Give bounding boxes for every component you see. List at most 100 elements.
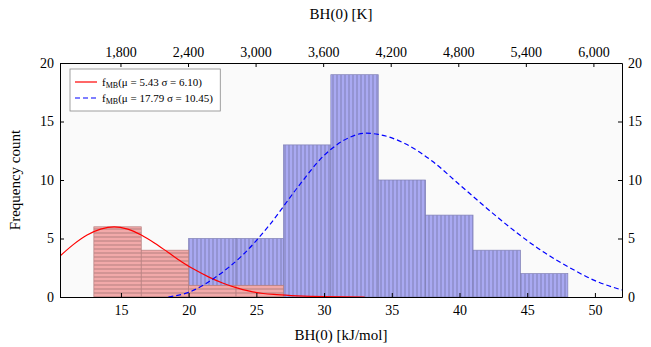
histogram-bar <box>189 285 236 297</box>
tick: 5 <box>47 231 64 246</box>
tick-label: 15 <box>114 303 128 318</box>
tick-mark <box>324 293 325 297</box>
tick-label: 0 <box>628 290 635 305</box>
x2-axis: 1,800 2,400 3,000 3,600 4,200 4,800 5,400 6,000 <box>61 45 623 67</box>
tick: 5,400 <box>511 45 543 67</box>
tick-mark <box>618 297 622 298</box>
tick-label: 5 <box>47 231 54 246</box>
axis-line <box>61 63 623 64</box>
tick: 10 <box>40 173 64 188</box>
tick: 20 <box>40 56 64 71</box>
histogram-bar <box>473 250 520 297</box>
histogram-bar <box>236 285 283 297</box>
x2-axis-title: BH(0) [K] <box>310 6 373 23</box>
tick: 15 <box>40 114 64 129</box>
legend: fMB(μ = 5.43 σ = 6.10) fMB(μ = 17.79 σ = … <box>70 69 220 111</box>
tick: 20 <box>618 56 642 71</box>
tick-label: 15 <box>628 114 642 129</box>
tick-label: 3,000 <box>240 45 272 60</box>
tick-label: 10 <box>40 173 54 188</box>
axis-line <box>622 64 623 298</box>
tick-label: 5 <box>628 231 635 246</box>
tick-mark <box>618 63 622 64</box>
tick-label: 50 <box>588 303 602 318</box>
tick-label: 2,400 <box>173 45 205 60</box>
tick: 15 <box>114 293 128 318</box>
tick-label: 40 <box>453 303 467 318</box>
tick-mark <box>120 63 121 67</box>
tick: 2,400 <box>173 45 205 67</box>
histogram-bar <box>331 75 378 297</box>
tick-label: 30 <box>318 303 332 318</box>
tick: 20 <box>182 293 196 318</box>
tick-mark <box>392 293 393 297</box>
tick: 3,600 <box>308 45 340 67</box>
tick: 25 <box>250 293 264 318</box>
tick-mark <box>256 63 257 67</box>
legend-swatch <box>75 97 97 98</box>
tick: 5 <box>618 231 635 246</box>
tick-mark <box>618 239 622 240</box>
tick-label: 15 <box>40 114 54 129</box>
fit-curve <box>168 133 622 297</box>
tick-label: 1,800 <box>105 45 137 60</box>
tick: 40 <box>453 293 467 318</box>
plot-background <box>60 63 622 297</box>
tick-mark <box>60 122 64 123</box>
tick: 4,200 <box>375 45 407 67</box>
tick-mark <box>256 293 257 297</box>
x-axis-title: BH(0) [kJ/mol] <box>295 327 388 344</box>
tick: 4,800 <box>443 45 475 67</box>
tick-mark <box>121 293 122 297</box>
legend-label: fMB(μ = 17.79 σ = 10.45) <box>102 92 213 106</box>
y-axis: 0 5 10 15 20 <box>40 56 64 305</box>
tick-mark <box>527 293 528 297</box>
tick-label: 3,600 <box>308 45 340 60</box>
tick-mark <box>323 63 324 67</box>
tick-label: 5,400 <box>511 45 543 60</box>
tick-mark <box>526 63 527 67</box>
tick: 1,800 <box>105 45 137 67</box>
tick-mark <box>595 293 596 297</box>
tick-mark <box>458 63 459 67</box>
tick-label: 20 <box>40 56 54 71</box>
histogram-bar <box>520 274 567 297</box>
legend-swatch <box>75 81 97 82</box>
legend-label: fMB(μ = 5.43 σ = 6.10) <box>102 76 202 90</box>
tick-mark <box>391 63 392 67</box>
histogram-bar <box>141 250 188 297</box>
tick: 3,000 <box>240 45 272 67</box>
tick-label: 20 <box>628 56 642 71</box>
tick-mark <box>618 122 622 123</box>
histogram-bar <box>283 145 330 297</box>
tick-mark <box>188 63 189 67</box>
tick-label: 35 <box>385 303 399 318</box>
y-axis-title: Frequency count <box>7 129 23 230</box>
tick: 35 <box>385 293 399 318</box>
legend-box <box>70 69 220 111</box>
tick-label: 25 <box>250 303 264 318</box>
tick: 45 <box>521 293 535 318</box>
tick: 0 <box>47 290 64 305</box>
tick-mark <box>60 297 64 298</box>
tick-label: 20 <box>182 303 196 318</box>
tick-mark <box>459 293 460 297</box>
histogram-bar <box>426 215 473 297</box>
histogram-bar <box>236 239 283 298</box>
fit-curve <box>60 227 365 297</box>
tick-label: 4,200 <box>375 45 407 60</box>
chart: 15202530354045501,8002,4003,0003,6004,20… <box>0 0 651 347</box>
tick-label: 6,000 <box>578 45 610 60</box>
tick: 50 <box>588 293 602 318</box>
y2-axis: 0 5 10 15 20 <box>618 56 642 305</box>
x-axis: 15 20 25 30 35 40 45 50 <box>61 293 623 318</box>
tick-mark <box>189 293 190 297</box>
tick: 0 <box>618 290 635 305</box>
tick-label: 45 <box>521 303 535 318</box>
tick-label: 10 <box>628 173 642 188</box>
histogram-bar <box>378 180 425 297</box>
tick: 10 <box>618 173 642 188</box>
tick-mark <box>618 180 622 181</box>
tick-mark <box>60 63 64 64</box>
tick: 30 <box>318 293 332 318</box>
